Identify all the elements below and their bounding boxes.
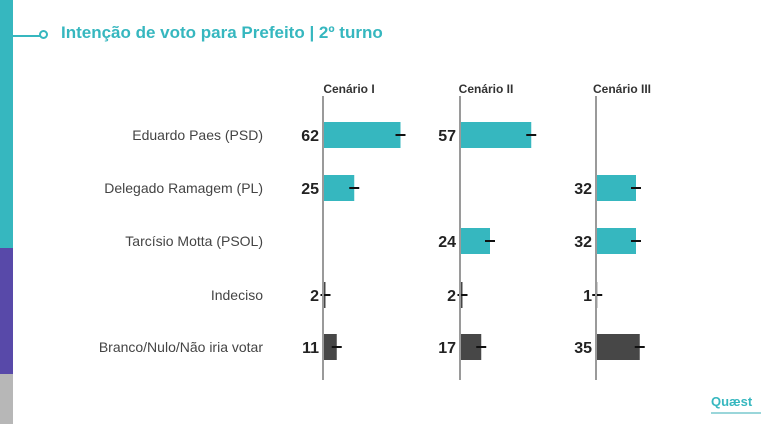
- value-label-s1-eduardo-paes-psd: 62: [301, 128, 319, 145]
- value-label-s2-branco-nulo-nao-iria-votar: 17: [438, 340, 456, 357]
- bar-s1-eduardo-paes-psd: [323, 122, 401, 148]
- scenario-header-2: Cenário II: [459, 82, 514, 96]
- value-label-s1-delegado-ramagem-pl: 25: [301, 181, 319, 198]
- side-stripe-teal: [0, 0, 13, 248]
- bar-s1-branco-nulo-nao-iria-votar: [323, 334, 337, 360]
- logo-tagline-bar: [711, 412, 761, 414]
- value-label-s3-tarcisio-motta-psol: 32: [574, 234, 592, 251]
- category-label-branco-nulo-nao-iria-votar: Branco/Nulo/Não iria votar: [99, 339, 264, 355]
- category-label-indeciso: Indeciso: [211, 287, 263, 303]
- category-label-eduardo-paes-psd: Eduardo Paes (PSD): [132, 127, 263, 143]
- bar-s2-branco-nulo-nao-iria-votar: [460, 334, 482, 360]
- value-label-s3-indeciso: 1: [583, 288, 592, 305]
- value-label-s3-delegado-ramagem-pl: 32: [574, 181, 592, 198]
- side-stripe-gray: [0, 374, 13, 424]
- header-accent-line: [13, 35, 40, 37]
- value-label-s3-branco-nulo-nao-iria-votar: 35: [574, 340, 592, 357]
- header-accent-dot: [39, 30, 48, 39]
- value-label-s2-indeciso: 2: [447, 288, 456, 305]
- category-label-delegado-ramagem-pl: Delegado Ramagem (PL): [104, 180, 263, 196]
- bar-s3-delegado-ramagem-pl: [596, 175, 636, 201]
- value-label-s1-indeciso: 2: [310, 288, 319, 305]
- side-stripe-purple: [0, 248, 13, 374]
- value-label-s1-branco-nulo-nao-iria-votar: 11: [302, 340, 319, 357]
- bar-s3-branco-nulo-nao-iria-votar: [596, 334, 640, 360]
- bar-s3-tarcisio-motta-psol: [596, 228, 636, 254]
- scenario-header-3: Cenário III: [593, 82, 651, 96]
- category-label-tarcisio-motta-psol: Tarcísio Motta (PSOL): [125, 233, 263, 249]
- scenario-header-1: Cenário I: [323, 82, 374, 96]
- value-label-s2-eduardo-paes-psd: 57: [438, 128, 456, 145]
- quaest-logo: Quæst: [711, 395, 763, 419]
- logo-text: Quæst: [711, 394, 753, 409]
- bar-s2-eduardo-paes-psd: [460, 122, 532, 148]
- bar-s1-delegado-ramagem-pl: [323, 175, 355, 201]
- value-label-s2-tarcisio-motta-psol: 24: [438, 234, 456, 251]
- chart-title: Intenção de voto para Prefeito | 2º turn…: [61, 23, 383, 42]
